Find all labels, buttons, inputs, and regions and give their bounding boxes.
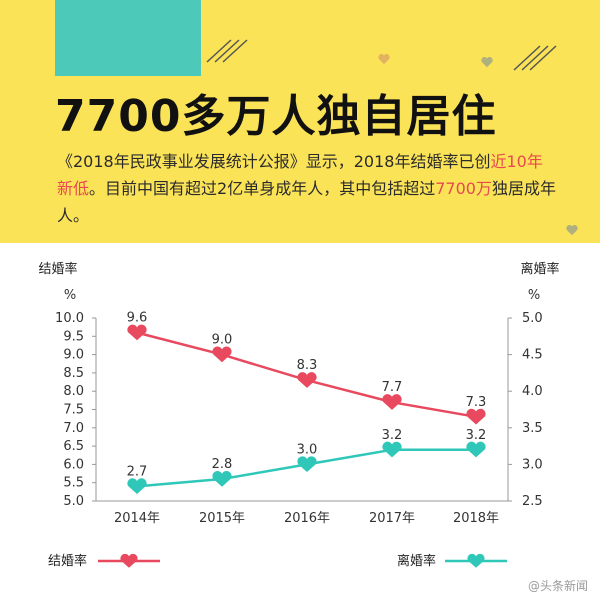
- summary-highlight: 7700万: [435, 179, 492, 198]
- data-label: 7.3: [466, 395, 487, 410]
- left-tick-label: 7.5: [63, 403, 84, 418]
- right-axis-unit: %: [528, 288, 540, 303]
- heart-marker: [466, 441, 486, 458]
- legend-label: 结婚率: [48, 553, 87, 569]
- summary-highlight: 近10年新低: [57, 152, 543, 198]
- x-tick-label: 2015年: [199, 511, 245, 526]
- left-tick-label: 7.0: [63, 421, 84, 436]
- heart-icon: [481, 57, 493, 68]
- legend-heart-icon: [467, 553, 485, 568]
- left-tick-label: 9.5: [63, 329, 84, 344]
- heart-marker: [212, 470, 232, 487]
- left-tick-label: 8.5: [63, 366, 84, 381]
- legend-heart-icon: [120, 553, 138, 568]
- hatch-decoration: [206, 39, 248, 63]
- series-layer: 9.6 9.0 8.3 7.7 7.3 2.7 2.8 3.0 3.2 3.2: [127, 311, 487, 495]
- legend-layer: 结婚率 离婚率: [48, 553, 507, 569]
- heart-marker: [127, 478, 147, 495]
- heart-marker: [212, 346, 232, 363]
- data-label: 9.6: [127, 311, 148, 326]
- heart-icon: [566, 225, 578, 236]
- left-tick-label: 5.5: [63, 476, 84, 491]
- right-tick-label: 4.5: [522, 348, 543, 363]
- right-tick-label: 4.0: [522, 384, 543, 399]
- right-tick-label: 3.5: [522, 421, 543, 436]
- page-title: 7700多万人独自居住: [55, 91, 497, 142]
- right-tick-label: 2.5: [522, 494, 543, 509]
- left-tick-label: 5.0: [63, 494, 84, 509]
- axes-layer: 结婚率% 离婚率% 10.0 9.5 9.0 8.5 8.0 7.5 7.0 6.5 6.0 5.5 5…: [38, 261, 559, 526]
- header-banner: 7700多万人独自居住 《2018年民政事业发展统计公报》显示，2018年结婚率…: [0, 0, 600, 243]
- accent-block: [55, 0, 201, 76]
- heart-marker: [382, 441, 402, 458]
- heart-marker: [382, 394, 402, 410]
- heart-marker: [297, 456, 317, 473]
- data-label: 3.2: [382, 428, 403, 443]
- left-tick-label: 8.0: [63, 384, 84, 399]
- right-axis-title: 离婚率: [520, 261, 559, 277]
- data-label: 3.2: [466, 428, 487, 443]
- watermark: @头条新闻: [527, 579, 588, 593]
- x-tick-label: 2016年: [284, 511, 330, 526]
- right-tick-label: 3.0: [522, 457, 543, 472]
- summary-paragraph: 《2018年民政事业发展统计公报》显示，2018年结婚率已创近10年新低。目前中…: [57, 148, 557, 229]
- left-tick-label: 6.5: [63, 439, 84, 454]
- left-tick-label: 10.0: [55, 311, 84, 326]
- x-tick-label: 2018年: [453, 511, 499, 526]
- data-label: 8.3: [297, 358, 318, 373]
- heart-icon: [378, 54, 390, 65]
- data-label: 7.7: [382, 380, 403, 395]
- right-tick-label: 5.0: [522, 311, 543, 326]
- data-label: 9.0: [212, 333, 233, 348]
- hatch-decoration: [513, 45, 557, 71]
- data-label: 3.0: [297, 442, 318, 457]
- data-label: 2.7: [127, 464, 148, 479]
- left-axis-unit: %: [64, 288, 76, 303]
- summary-text: 。目前中国有超过2亿单身成年人，其中包括超过: [89, 179, 436, 198]
- marriage-divorce-chart: 结婚率% 离婚率% 10.0 9.5 9.0 8.5 8.0 7.5 7.0 6.5 6.0 5.5 5…: [38, 261, 559, 569]
- left-axis-title: 结婚率: [38, 261, 77, 277]
- heart-marker: [127, 324, 147, 341]
- x-tick-label: 2017年: [369, 511, 415, 526]
- heart-marker: [466, 408, 486, 425]
- data-label: 2.8: [212, 457, 233, 472]
- legend-label: 离婚率: [397, 553, 436, 569]
- summary-text: 《2018年民政事业发展统计公报》显示，2018年结婚率已创: [57, 152, 491, 171]
- summary-text: 独居成年人。: [57, 179, 556, 225]
- x-tick-label: 2014年: [114, 511, 160, 526]
- left-tick-label: 6.0: [63, 457, 84, 472]
- left-tick-label: 9.0: [63, 348, 84, 363]
- heart-marker: [297, 372, 317, 388]
